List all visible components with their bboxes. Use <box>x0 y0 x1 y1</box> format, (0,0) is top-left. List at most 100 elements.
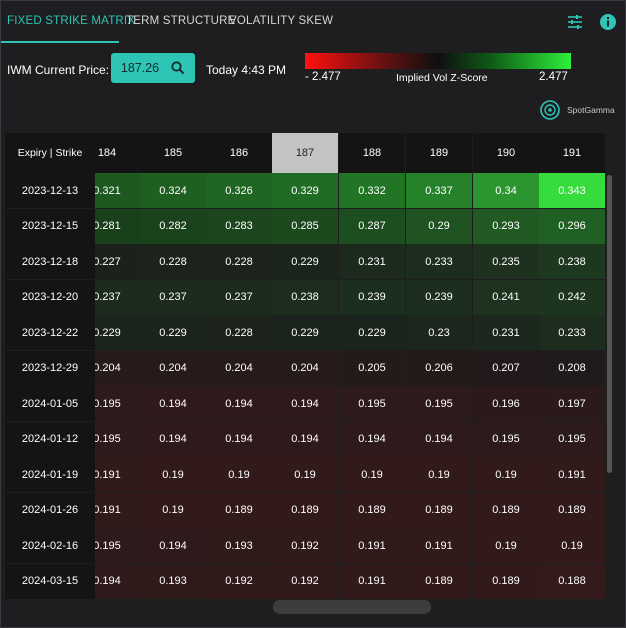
matrix-cell[interactable]: 0.324 <box>140 173 206 208</box>
matrix-cell[interactable]: 0.191 <box>539 457 605 492</box>
matrix-cell[interactable]: 0.194 <box>272 386 338 421</box>
matrix-cell[interactable]: 0.19 <box>539 528 605 563</box>
matrix-cell[interactable]: 0.207 <box>473 350 539 386</box>
matrix-cell[interactable]: 0.194 <box>206 386 272 421</box>
matrix-cell[interactable]: 0.337 <box>406 173 472 208</box>
matrix-cell[interactable]: 0.191 <box>406 528 472 563</box>
matrix-cell[interactable]: 0.194 <box>140 528 206 563</box>
strike-header[interactable]: 191 <box>539 133 605 173</box>
matrix-cell[interactable]: 0.229 <box>272 315 338 350</box>
matrix-cell[interactable]: 0.19 <box>339 457 405 492</box>
matrix-cell[interactable]: 0.329 <box>272 173 338 208</box>
matrix-cell[interactable]: 0.19 <box>140 492 206 528</box>
matrix-cell[interactable]: 0.19 <box>473 457 539 492</box>
matrix-cell[interactable]: 0.189 <box>272 492 338 528</box>
matrix-cell[interactable]: 0.233 <box>539 315 605 350</box>
matrix-cell[interactable]: 0.332 <box>339 173 405 208</box>
strike-header[interactable]: 187 <box>272 133 338 173</box>
matrix-cell[interactable]: 0.189 <box>406 492 472 528</box>
matrix-cell[interactable]: 0.189 <box>473 563 539 599</box>
matrix-cell[interactable]: 0.241 <box>473 279 539 315</box>
matrix-corner-header: Expiry | Strike <box>5 133 95 173</box>
matrix-cell[interactable]: 0.34 <box>473 173 539 208</box>
matrix-cell[interactable]: 0.237 <box>206 279 272 315</box>
matrix-cell[interactable]: 0.194 <box>140 386 206 421</box>
matrix-cell[interactable]: 0.188 <box>539 563 605 599</box>
matrix-cell[interactable]: 0.343 <box>539 173 605 208</box>
matrix-cell[interactable]: 0.205 <box>339 350 405 386</box>
matrix-cell[interactable]: 0.206 <box>406 350 472 386</box>
matrix-cell[interactable]: 0.189 <box>406 563 472 599</box>
matrix-cell[interactable]: 0.191 <box>339 563 405 599</box>
matrix-cell[interactable]: 0.197 <box>539 386 605 421</box>
matrix-cell[interactable]: 0.189 <box>539 492 605 528</box>
matrix-cell[interactable]: 0.239 <box>406 279 472 315</box>
matrix-cell[interactable]: 0.293 <box>473 208 539 244</box>
matrix-cell[interactable]: 0.283 <box>206 208 272 244</box>
matrix-cell[interactable]: 0.193 <box>140 563 206 599</box>
matrix-cell[interactable]: 0.191 <box>339 528 405 563</box>
info-icon[interactable] <box>599 13 617 31</box>
matrix-cell[interactable]: 0.19 <box>140 457 206 492</box>
matrix-cell[interactable]: 0.19 <box>406 457 472 492</box>
matrix-cell[interactable]: 0.195 <box>339 386 405 421</box>
matrix-cell[interactable]: 0.235 <box>473 244 539 279</box>
matrix-cell[interactable]: 0.229 <box>339 315 405 350</box>
matrix-cell[interactable]: 0.239 <box>339 279 405 315</box>
matrix-cell[interactable]: 0.195 <box>539 421 605 457</box>
horizontal-scrollbar[interactable] <box>273 600 431 614</box>
matrix-cell[interactable]: 0.229 <box>272 244 338 279</box>
strike-header[interactable]: 185 <box>140 133 206 173</box>
matrix-cell[interactable]: 0.192 <box>272 528 338 563</box>
matrix-cell[interactable]: 0.194 <box>140 421 206 457</box>
matrix-cell[interactable]: 0.228 <box>206 315 272 350</box>
matrix-cell[interactable]: 0.189 <box>339 492 405 528</box>
matrix-cell[interactable]: 0.238 <box>272 279 338 315</box>
matrix-cell[interactable]: 0.195 <box>406 386 472 421</box>
matrix-cell[interactable]: 0.194 <box>272 421 338 457</box>
matrix-cell[interactable]: 0.296 <box>539 208 605 244</box>
matrix-cell[interactable]: 0.231 <box>339 244 405 279</box>
strike-header[interactable]: 188 <box>339 133 405 173</box>
matrix-cell[interactable]: 0.285 <box>272 208 338 244</box>
price-search-button[interactable]: 187.26 <box>111 53 195 83</box>
matrix-cell[interactable]: 0.192 <box>272 563 338 599</box>
matrix-cell[interactable]: 0.204 <box>140 350 206 386</box>
matrix-cell[interactable]: 0.282 <box>140 208 206 244</box>
matrix-cell[interactable]: 0.287 <box>339 208 405 244</box>
matrix-cell[interactable]: 0.238 <box>539 244 605 279</box>
matrix-cell[interactable]: 0.195 <box>473 421 539 457</box>
tab-term-structure[interactable]: TERM STRUCTURE <box>126 15 236 27</box>
matrix-cell[interactable]: 0.228 <box>140 244 206 279</box>
matrix-cell[interactable]: 0.194 <box>206 421 272 457</box>
matrix-cell[interactable]: 0.237 <box>140 279 206 315</box>
matrix-cell[interactable]: 0.229 <box>140 315 206 350</box>
matrix-cell[interactable]: 0.231 <box>473 315 539 350</box>
strike-header[interactable]: 190 <box>473 133 539 173</box>
vertical-scrollbar[interactable] <box>607 175 612 473</box>
matrix-cell[interactable]: 0.29 <box>406 208 472 244</box>
matrix-cell[interactable]: 0.194 <box>339 421 405 457</box>
matrix-cell[interactable]: 0.196 <box>473 386 539 421</box>
matrix-cell[interactable]: 0.192 <box>206 563 272 599</box>
matrix-cell[interactable]: 0.189 <box>206 492 272 528</box>
strike-header[interactable]: 189 <box>406 133 472 173</box>
tab-fixed-strike-matrix[interactable]: FIXED STRIKE MATRIX <box>7 15 136 27</box>
matrix-cell[interactable]: 0.19 <box>473 528 539 563</box>
strike-header[interactable]: 186 <box>206 133 272 173</box>
matrix-cell[interactable]: 0.194 <box>406 421 472 457</box>
matrix-cell[interactable]: 0.204 <box>206 350 272 386</box>
matrix-cell[interactable]: 0.19 <box>206 457 272 492</box>
matrix-cell[interactable]: 0.242 <box>539 279 605 315</box>
matrix-cell[interactable]: 0.326 <box>206 173 272 208</box>
tab-volatility-skew[interactable]: VOLATILITY SKEW <box>229 15 334 27</box>
matrix-cell[interactable]: 0.204 <box>272 350 338 386</box>
matrix-cell[interactable]: 0.208 <box>539 350 605 386</box>
matrix-cell[interactable]: 0.19 <box>272 457 338 492</box>
matrix-cell[interactable]: 0.189 <box>473 492 539 528</box>
sliders-icon[interactable] <box>566 13 584 31</box>
matrix-cell[interactable]: 0.228 <box>206 244 272 279</box>
matrix-cell[interactable]: 0.233 <box>406 244 472 279</box>
matrix-cell[interactable]: 0.23 <box>406 315 472 350</box>
matrix-cell[interactable]: 0.193 <box>206 528 272 563</box>
